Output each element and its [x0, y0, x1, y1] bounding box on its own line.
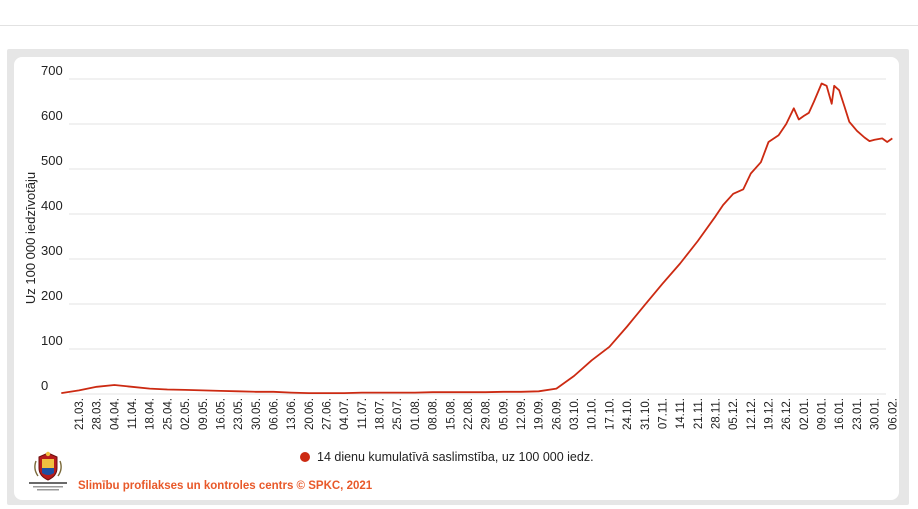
x-tick-label: 22.08. — [463, 398, 475, 430]
x-tick-label: 01.08. — [410, 398, 422, 430]
y-tick-label: 300 — [41, 243, 63, 258]
legend[interactable]: 14 dienu kumulatīvā saslimstība, uz 100 … — [300, 449, 594, 465]
x-tick-label: 09.05. — [198, 398, 210, 430]
x-tick-label: 18.07. — [375, 398, 387, 430]
y-tick-label: 400 — [41, 198, 63, 213]
x-tick-label: 07.11. — [657, 398, 669, 429]
x-axis-ticks: 21.03. 28.03. 04.04. 11.04. 18.04. 25.04. 02.0… — [74, 398, 899, 430]
y-axis-ticks: 0 100 200 300 400 500 600 700 — [41, 63, 63, 393]
x-tick-label: 28.03. — [92, 398, 104, 430]
x-tick-label: 23.05. — [233, 398, 245, 430]
chart-panel — [14, 57, 899, 500]
x-tick-label: 13.06. — [286, 398, 298, 430]
x-tick-label: 31.10. — [640, 398, 652, 430]
x-tick-label: 02.05. — [180, 398, 192, 430]
x-tick-label: 04.07. — [339, 398, 351, 430]
top-divider — [0, 25, 918, 26]
y-tick-label: 500 — [41, 153, 63, 168]
x-tick-label: 10.10. — [587, 398, 599, 430]
x-tick-label: 05.12. — [728, 398, 740, 430]
x-tick-label: 02.01. — [799, 398, 811, 430]
x-tick-label: 15.08. — [445, 398, 457, 430]
y-tick-label: 600 — [41, 108, 63, 123]
x-tick-label: 20.06. — [304, 398, 316, 430]
x-tick-label: 05.09. — [498, 398, 510, 430]
x-tick-label: 06.06. — [268, 398, 280, 430]
x-tick-label: 04.04. — [109, 398, 121, 430]
legend-marker — [300, 452, 310, 462]
x-tick-label: 11.04. — [127, 398, 139, 429]
source-credit: Slimību profilakses un kontroles centrs … — [78, 480, 373, 492]
x-tick-label: 11.07. — [357, 398, 369, 429]
grid-lines — [69, 78, 886, 395]
y-tick-label: 700 — [41, 63, 63, 78]
x-tick-label: 27.06. — [322, 398, 334, 430]
x-tick-label: 17.10. — [604, 398, 616, 430]
x-tick-label: 29.08. — [481, 398, 493, 430]
y-axis-label: Uz 100 000 iedzīvotāju — [23, 172, 38, 304]
x-tick-label: 14.11. — [675, 398, 687, 429]
y-tick-label: 0 — [41, 378, 48, 393]
x-tick-label: 03.10. — [569, 398, 581, 430]
x-tick-label: 19.12. — [764, 398, 776, 430]
x-tick-label: 25.07. — [392, 398, 404, 430]
x-tick-label: 21.03. — [74, 398, 86, 430]
x-tick-label: 16.05. — [215, 398, 227, 430]
x-tick-label: 12.12. — [746, 398, 758, 430]
series-layer — [61, 82, 893, 395]
x-tick-label: 16.01. — [834, 398, 846, 430]
latvia-coat-of-arms-icon — [26, 449, 70, 495]
x-tick-label: 18.04. — [145, 398, 157, 430]
x-tick-label: 06.02. — [887, 398, 899, 430]
legend-label: 14 dienu kumulatīvā saslimstība, uz 100 … — [317, 450, 594, 464]
x-tick-label: 09.01. — [817, 398, 829, 430]
x-tick-label: 26.12. — [781, 398, 793, 430]
x-tick-label: 19.09. — [534, 398, 546, 430]
x-tick-label: 26.09. — [551, 398, 563, 430]
x-tick-label: 23.01. — [852, 398, 864, 430]
y-tick-label: 100 — [41, 333, 63, 348]
x-tick-label: 30.05. — [251, 398, 263, 430]
x-tick-label: 08.08. — [428, 398, 440, 430]
x-tick-label: 21.11. — [693, 398, 705, 429]
series-line — [61, 82, 893, 395]
x-tick-label: 25.04. — [162, 398, 174, 430]
y-tick-label: 200 — [41, 288, 63, 303]
x-tick-label: 28.11. — [710, 398, 722, 429]
x-tick-label: 12.09. — [516, 398, 528, 430]
x-tick-label: 24.10. — [622, 398, 634, 430]
x-tick-label: 30.01. — [870, 398, 882, 430]
